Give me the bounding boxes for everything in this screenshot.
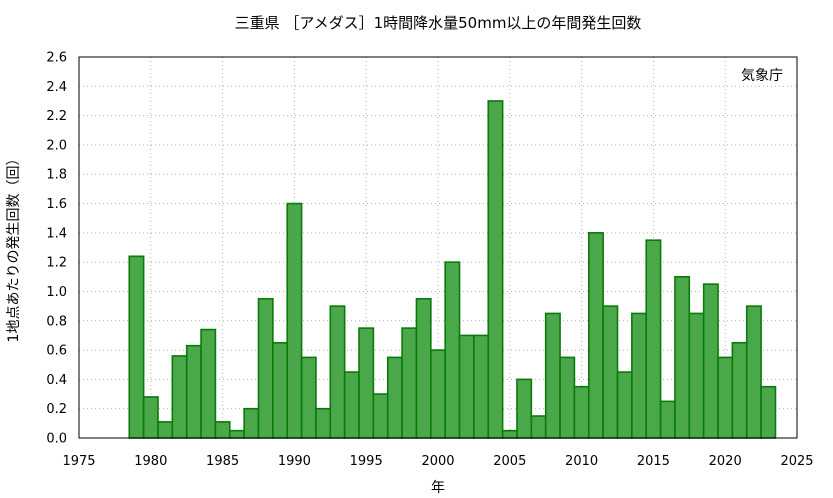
bar-1980 — [142, 396, 159, 439]
bar-1979 — [128, 255, 145, 439]
bar-1983 — [185, 344, 202, 439]
x-tick-label: 2010 — [565, 454, 598, 469]
bar-2022 — [745, 305, 762, 439]
bar-1993 — [329, 305, 346, 439]
bar-2016 — [659, 400, 676, 439]
y-axis-label: 1地点あたりの発生回数（回） — [6, 152, 22, 343]
x-tick-label: 2025 — [780, 454, 813, 469]
y-tick-label: 2.4 — [46, 80, 67, 95]
bar-1996 — [372, 393, 389, 439]
bar-2019 — [702, 283, 719, 439]
bar-2010 — [573, 385, 590, 439]
y-tick-label: 2.2 — [46, 109, 67, 124]
bar-2013 — [616, 371, 633, 439]
x-axis-label: 年 — [431, 480, 445, 496]
y-tick-label: 1.6 — [46, 197, 67, 212]
x-tick-label: 1995 — [350, 454, 383, 469]
y-tick-label: 1.8 — [46, 168, 67, 183]
x-tick-label: 2000 — [421, 454, 454, 469]
bar-2009 — [559, 356, 576, 439]
annotation-label: 気象庁 — [741, 68, 783, 84]
bar-2020 — [717, 356, 734, 439]
bar-1995 — [358, 327, 375, 439]
bar-1990 — [286, 202, 303, 439]
y-tick-label: 2.0 — [46, 138, 67, 153]
x-tick-label: 1985 — [206, 454, 239, 469]
bar-2006 — [516, 378, 533, 439]
y-tick-labels: 0.0 0.2 0.4 0.6 0.8 1.0 1.2 1.4 1.6 1.8 2.0 2.2 2.4 2… — [46, 51, 67, 447]
bar-2002 — [458, 334, 475, 439]
y-tick-label: 0.2 — [46, 402, 67, 417]
y-tick-label: 0.8 — [46, 314, 67, 329]
bar-1982 — [171, 355, 188, 439]
bar-2012 — [602, 305, 619, 439]
bar-2023 — [760, 385, 777, 439]
bar-2008 — [544, 312, 561, 439]
plot-frame — [78, 56, 798, 439]
y-tick-label: 0.6 — [46, 344, 67, 359]
bar-2011 — [587, 232, 604, 439]
bar-2021 — [731, 341, 748, 439]
bar-2005 — [501, 429, 518, 439]
bar-1985 — [214, 421, 231, 439]
x-tick-label: 1990 — [278, 454, 311, 469]
bar-1984 — [200, 328, 217, 439]
y-tick-label: 2.6 — [46, 51, 67, 66]
x-tick-labels: 1975 1980 1985 1990 1995 2000 2005 2010 2015 2020… — [62, 454, 813, 469]
bar-2014 — [631, 312, 648, 439]
bar-1994 — [343, 371, 360, 439]
chart-title: 三重県 ［アメダス］1時間降水量50mm以上の年間発生回数 — [235, 14, 642, 32]
bar-1988 — [257, 297, 274, 439]
bar-2015 — [645, 239, 662, 439]
y-tick-label: 1.0 — [46, 285, 67, 300]
bar-1986 — [228, 429, 245, 439]
x-tick-label: 2015 — [637, 454, 670, 469]
bar-2018 — [688, 312, 705, 439]
x-tick-label: 2005 — [493, 454, 526, 469]
bar-2004 — [487, 100, 504, 439]
y-tick-label: 0.4 — [46, 373, 67, 388]
y-tick-label: 0.0 — [46, 432, 67, 447]
bar-1989 — [272, 341, 289, 439]
x-tick-label: 1975 — [62, 454, 95, 469]
bar-1997 — [386, 356, 403, 439]
bar-1981 — [157, 421, 174, 439]
bar-1991 — [300, 356, 317, 439]
bar-2017 — [674, 276, 691, 439]
bar-2003 — [473, 334, 490, 439]
bar-1992 — [315, 407, 332, 439]
y-tick-label: 1.4 — [46, 226, 67, 241]
bar-1999 — [415, 297, 432, 439]
x-tick-label: 2020 — [709, 454, 742, 469]
bar-2007 — [530, 415, 547, 439]
bar-2000 — [430, 349, 446, 439]
bars — [128, 100, 777, 439]
y-tick-label: 1.2 — [46, 256, 67, 271]
bar-2001 — [444, 261, 461, 439]
x-tick-label: 1980 — [134, 454, 167, 469]
bar-1987 — [243, 407, 260, 439]
bar-1998 — [401, 327, 418, 439]
